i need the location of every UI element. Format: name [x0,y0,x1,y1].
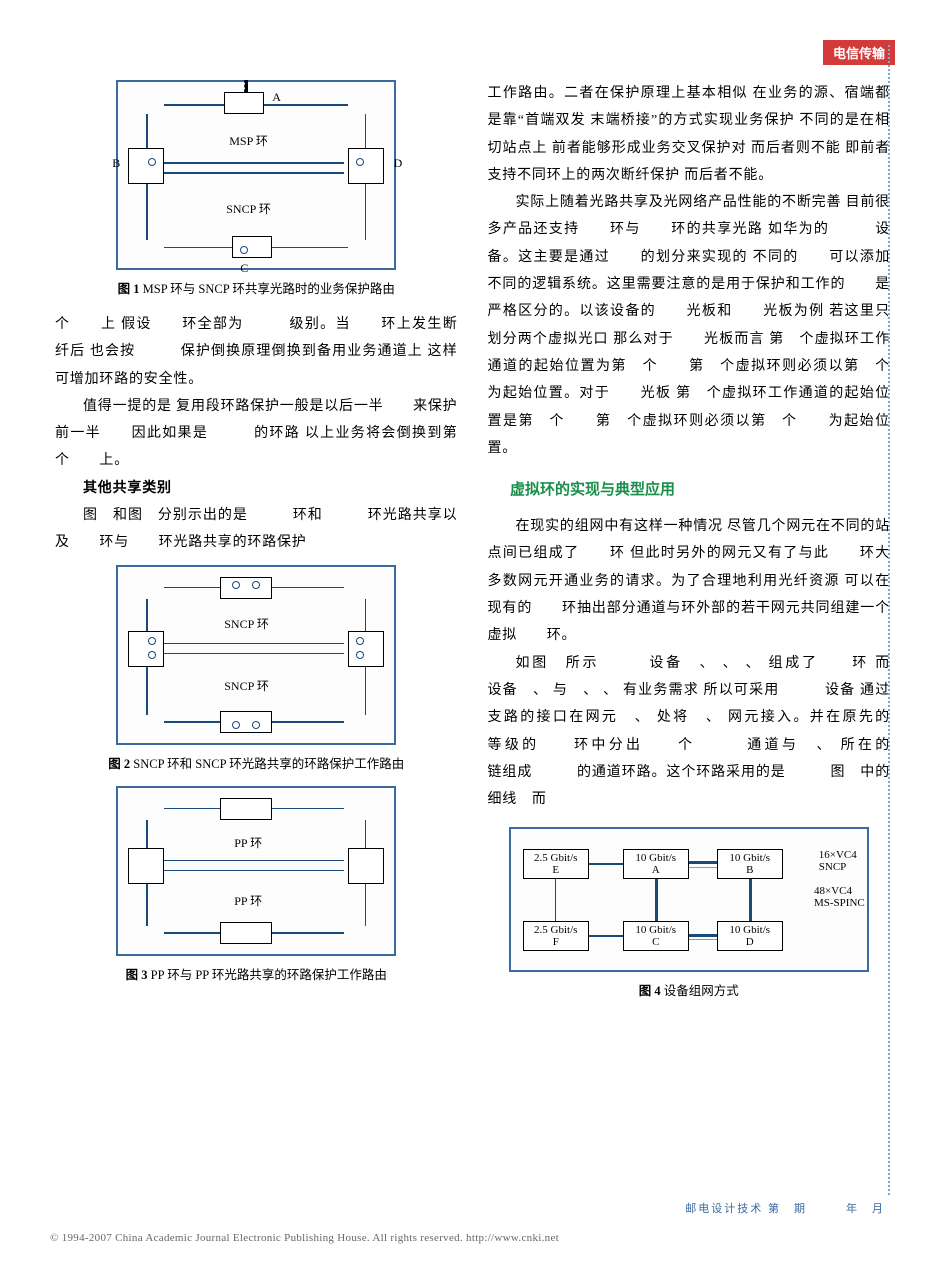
figure-4-diagram: 2.5 Gbit/s E 10 Gbit/s A 10 Gbit/s B 2.5… [517,835,861,964]
fig2-node-top [220,577,272,599]
left-para-3: 图 和图 分别示出的是 环和 环光路共享以及 环与 环光路共享的环路保护 [55,502,458,557]
left-subheading-line: 其他共享类别 [55,475,458,502]
left-para-1: 个 上 假设 环全部为 级别。当 环上发生断纤后 也会按 保护倒换原理倒换到备用… [55,311,458,393]
figure-2-caption: 图 2 SNCP 环和 SNCP 环光路共享的环路保护工作路由 [55,753,458,772]
fig3-node-left [128,848,164,884]
right-para-3: 在现实的组网中有这样一种情况 尽管几个网元在不同的站点间已组成了 环 但此时另外… [488,513,891,649]
right-para-4: 如图 所示 设备 、 、 、 组成了 环 而 设备 、 与 、 、 有业务需求 … [488,650,891,814]
fig4-side-label-2: 48×VC4 MS-SPINC [814,885,865,909]
section-title-virtual-ring: 虚拟环的实现与典型应用 [488,478,891,499]
fig3-node-right [348,848,384,884]
fig2-node-bottom [220,711,272,733]
fig2-label-top: SNCP 环 [224,615,269,632]
figure-1-caption: 图 1 MSP 环与 SNCP 环共享光路时的业务保护路由 [55,278,458,297]
fig4-node-f: 2.5 Gbit/s F [523,921,589,951]
fig2-cap-num: 图 2 [108,757,130,771]
fig4-node-a: 10 Gbit/s A [623,849,689,879]
fig3-node-top [220,798,272,820]
figure-3-caption: 图 3 PP 环与 PP 环光路共享的环路保护工作路由 [55,964,458,983]
fig4-node-c: 10 Gbit/s C [623,921,689,951]
fig2-node-left [128,631,164,667]
right-para-2: 实际上随着光路共享及光网络产品性能的不断完善 目前很多产品还支持 环与 环的共享… [488,189,891,462]
left-subheading: 其他共享类别 [83,481,172,496]
figure-1-box: A B D C MSP 环 SNCP 环 [116,80,396,270]
fig1-label-msp: MSP 环 [229,132,268,149]
copyright-line: © 1994-2007 China Academic Journal Elect… [50,1232,559,1244]
fig1-node-a [224,92,264,114]
margin-dotted-line [888,45,890,1195]
fig4-node-d: 10 Gbit/s D [717,921,783,951]
fig4-cap-text: 设备组网方式 [664,984,739,998]
fig4-node-e: 2.5 Gbit/s E [523,849,589,879]
figure-4-box: 2.5 Gbit/s E 10 Gbit/s A 10 Gbit/s B 2.5… [509,827,869,972]
fig1-cap-num: 图 1 [118,282,140,296]
right-para-1: 工作路由。二者在保护原理上基本相似 在业务的源、宿端都是靠“首端双发 末端桥接”… [488,80,891,189]
fig1-node-b [128,148,164,184]
fig3-label-top: PP 环 [234,834,262,851]
figure-1-diagram: A B D C MSP 环 SNCP 环 [124,88,388,262]
fig2-cap-text: SNCP 环和 SNCP 环光路共享的环路保护工作路由 [133,757,404,771]
fig4-cap-num: 图 4 [639,984,661,998]
page-footer: 邮电设计技术 第 期 年 月 [685,1200,885,1216]
fig4-node-b: 10 Gbit/s B [717,849,783,879]
figure-3-diagram: PP 环 PP 环 [124,794,388,948]
left-column: A B D C MSP 环 SNCP 环 [55,80,458,1013]
left-para-2: 值得一提的是 复用段环路保护一般是以后一半 来保护前一半 因此如果是 的环路 以… [55,393,458,475]
figure-4-caption: 图 4 设备组网方式 [488,980,891,999]
fig2-label-bottom: SNCP 环 [224,677,269,694]
right-column: 工作路由。二者在保护原理上基本相似 在业务的源、宿端都是靠“首端双发 末端桥接”… [488,80,891,1013]
fig3-node-bottom [220,922,272,944]
fig1-node-d [348,148,384,184]
fig3-cap-num: 图 3 [126,968,148,982]
fig3-label-bottom: PP 环 [234,892,262,909]
figure-2-diagram: SNCP 环 SNCP 环 [124,573,388,737]
fig2-node-right [348,631,384,667]
fig1-label-a: A [272,90,281,105]
figure-2-box: SNCP 环 SNCP 环 [116,565,396,745]
fig3-cap-text: PP 环与 PP 环光路共享的环路保护工作路由 [151,968,387,982]
figure-3-box: PP 环 PP 环 [116,786,396,956]
fig1-label-d: D [394,156,403,171]
header-category-tab: 电信传输 [823,40,895,65]
fig1-node-c [232,236,272,258]
main-content: A B D C MSP 环 SNCP 环 [55,80,890,1013]
fig1-label-sncp: SNCP 环 [226,200,271,217]
fig4-side-label-1: 16×VC4 SNCP [819,849,857,873]
fig1-label-b: B [112,156,120,171]
fig1-label-c: C [240,261,248,276]
fig1-cap-text: MSP 环与 SNCP 环共享光路时的业务保护路由 [143,282,395,296]
